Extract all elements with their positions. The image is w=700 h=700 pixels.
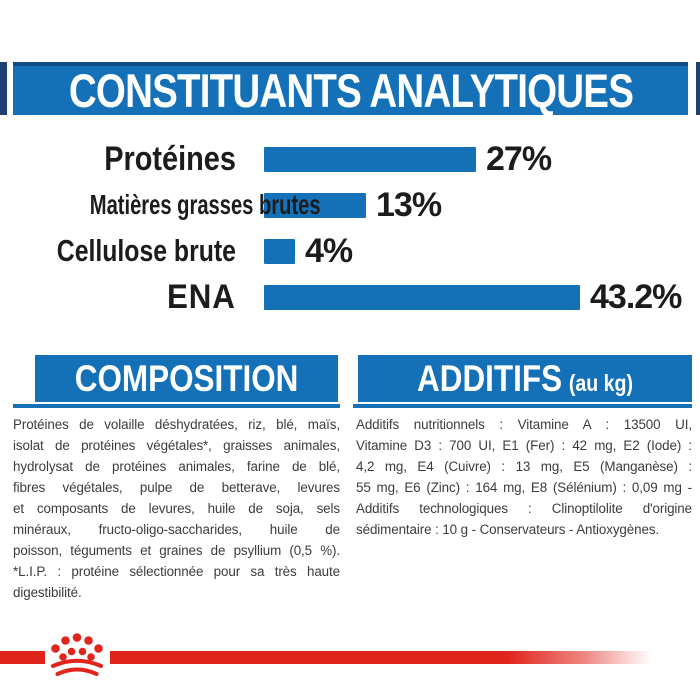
- chart-bar: [264, 284, 580, 310]
- text-line: 4,2 mg, E4 (Cuivre) : 13 mg, E5 (Manganè…: [356, 459, 692, 474]
- composition-header: COMPOSITION: [35, 355, 338, 402]
- text-line: hydrolysat de protéines animales, farine…: [13, 459, 340, 474]
- chart-category-label: Matières grasses brutes: [89, 189, 321, 220]
- composition-rule: [13, 404, 340, 408]
- chart-row: Matières grasses brutes 13%: [0, 182, 700, 228]
- text-line: poisson, téguments et graines de psylliu…: [13, 543, 340, 558]
- chart-row: Cellulose brute 4%: [0, 228, 700, 274]
- text-line: Vitamine D3 : 700 UI, E1 (Fer) : 42 mg, …: [356, 438, 692, 453]
- package-edge-left: [0, 62, 7, 115]
- text-line: digestibilité.: [13, 585, 82, 600]
- chart-category-label: ENA: [167, 277, 236, 316]
- chart-value-label: 4%: [305, 231, 353, 270]
- text-line: isolat de protéines végétales*, graisses…: [13, 438, 340, 453]
- analytical-constituents-chart: Protéines 27% Matières grasses brutes 13% Ce…: [0, 136, 700, 320]
- royal-canin-crown-icon: [51, 633, 103, 676]
- additifs-header: ADDITIFS (au kg): [358, 355, 692, 402]
- text-line: *L.I.P. : protéine sélectionnée pour sa …: [13, 564, 340, 579]
- additifs-text: Additifs nutritionnels : Vitamine A : 13…: [356, 414, 692, 540]
- chart-bar: [264, 192, 366, 218]
- text-line: Protéines de volaille déshydratées, riz,…: [13, 417, 340, 432]
- chart-category-label: Protéines: [104, 139, 236, 178]
- chart-bar: [264, 146, 476, 172]
- additifs-unit-label: (au kg): [568, 370, 633, 396]
- package-edge-right: [696, 62, 700, 115]
- composition-text: Protéines de volaille déshydratées, riz,…: [13, 414, 340, 603]
- text-line: et composants de levures, huile de soja,…: [13, 501, 340, 516]
- chart-bar: [264, 238, 295, 264]
- composition-title: COMPOSITION: [74, 358, 299, 399]
- text-line: sédimentaire : 10 g - Conservateurs - An…: [356, 522, 660, 537]
- text-line: minéraux, fructo-oligo-saccharides, huil…: [13, 522, 340, 537]
- text-line: Additifs nutritionnels : Vitamine A : 13…: [356, 417, 692, 432]
- text-line: Additifs technologiques : Clinoptilolite…: [356, 501, 692, 516]
- banner-title: CONSTITUANTS ANALYTIQUES: [68, 64, 633, 117]
- additifs-rule: [353, 404, 692, 408]
- text-line: 55 mg, E6 (Zinc) : 164 mg, E8 (Sélénium)…: [356, 480, 692, 495]
- additifs-title: ADDITIFS: [417, 358, 563, 399]
- chart-value-label: 13%: [376, 185, 442, 224]
- text-line: fibres végétales, pulpe de betterave, le…: [13, 480, 340, 495]
- chart-value-label: 43.2%: [590, 277, 682, 316]
- chart-row: ENA 43.2%: [0, 274, 700, 320]
- chart-value-label: 27%: [486, 139, 552, 178]
- chart-row: Protéines 27%: [0, 136, 700, 182]
- analytical-constituents-banner: CONSTITUANTS ANALYTIQUES: [13, 62, 688, 117]
- footer-band-left-segment: [0, 651, 45, 664]
- chart-category-label: Cellulose brute: [56, 233, 236, 268]
- footer-band-fading-segment: [110, 651, 662, 664]
